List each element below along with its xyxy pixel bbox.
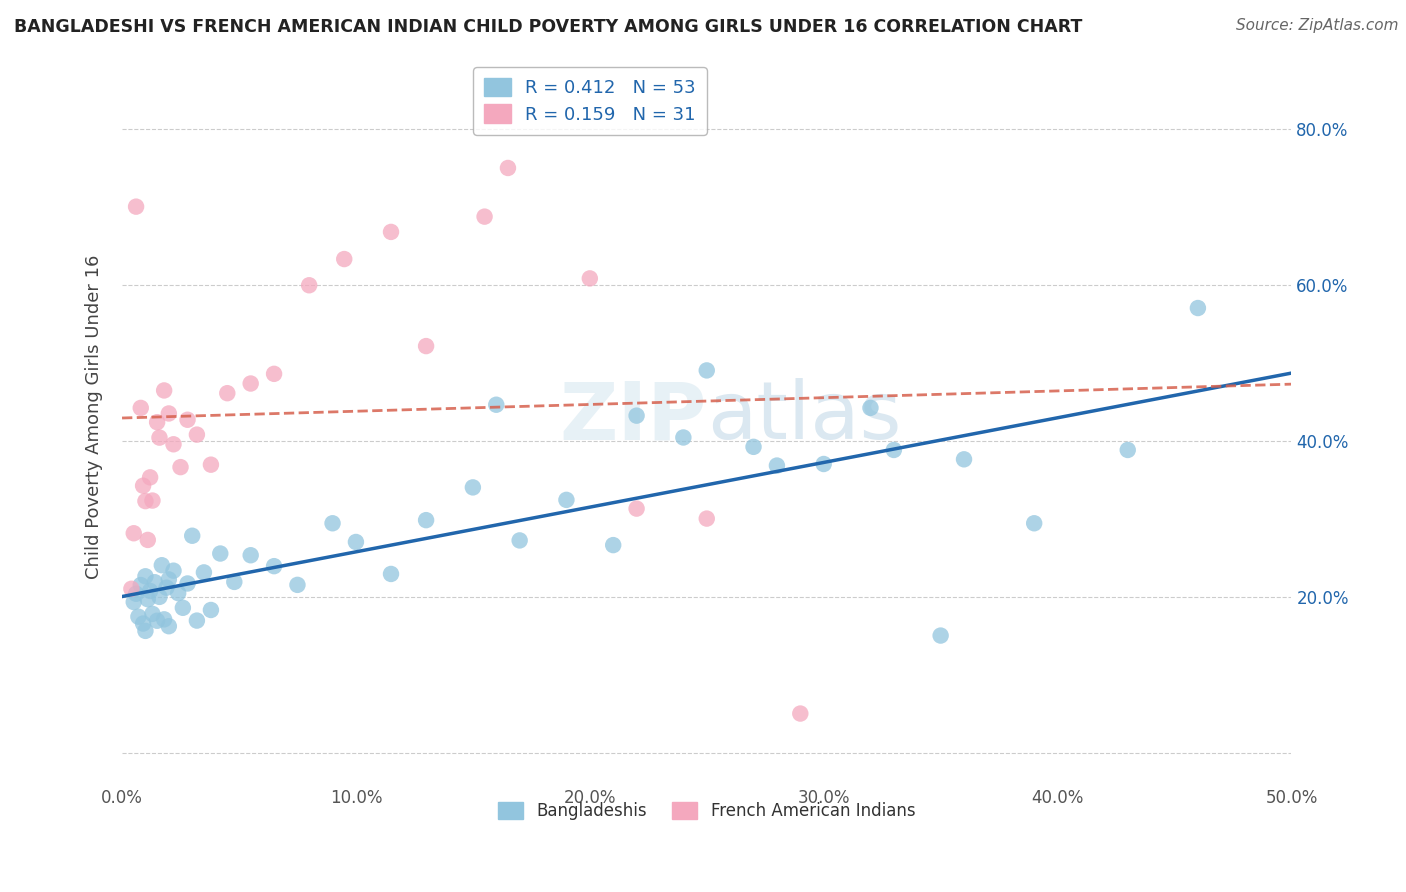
Point xyxy=(129,578,152,592)
Point xyxy=(143,575,166,590)
Point xyxy=(172,600,194,615)
Point xyxy=(380,225,402,239)
Point xyxy=(1024,516,1046,531)
Point xyxy=(859,401,882,415)
Point xyxy=(578,271,600,285)
Point xyxy=(134,494,156,508)
Point xyxy=(239,548,262,562)
Point xyxy=(141,493,163,508)
Point xyxy=(415,339,437,353)
Point xyxy=(789,706,811,721)
Point xyxy=(333,252,356,266)
Point xyxy=(209,547,232,561)
Point xyxy=(766,458,789,473)
Point xyxy=(696,511,718,525)
Point xyxy=(217,386,239,401)
Point xyxy=(509,533,531,548)
Point xyxy=(162,564,184,578)
Point xyxy=(162,437,184,451)
Point xyxy=(134,624,156,638)
Point xyxy=(186,614,208,628)
Point xyxy=(1116,442,1139,457)
Point xyxy=(141,607,163,621)
Point xyxy=(322,516,344,531)
Point xyxy=(193,566,215,580)
Point xyxy=(136,533,159,547)
Point xyxy=(602,538,624,552)
Point xyxy=(555,492,578,507)
Point xyxy=(139,470,162,484)
Point xyxy=(224,574,246,589)
Point xyxy=(263,367,285,381)
Point xyxy=(148,431,170,445)
Point xyxy=(461,480,484,494)
Text: ZIP: ZIP xyxy=(560,378,707,456)
Point xyxy=(127,609,149,624)
Text: BANGLADESHI VS FRENCH AMERICAN INDIAN CHILD POVERTY AMONG GIRLS UNDER 16 CORRELA: BANGLADESHI VS FRENCH AMERICAN INDIAN CH… xyxy=(14,18,1083,36)
Point xyxy=(120,582,142,596)
Point xyxy=(157,407,180,421)
Point xyxy=(132,479,155,493)
Point xyxy=(122,595,145,609)
Point xyxy=(415,513,437,527)
Point xyxy=(176,576,198,591)
Point xyxy=(150,558,173,573)
Point xyxy=(157,573,180,587)
Point xyxy=(129,401,152,415)
Point xyxy=(263,559,285,574)
Point xyxy=(672,430,695,444)
Point xyxy=(626,409,648,423)
Y-axis label: Child Poverty Among Girls Under 16: Child Poverty Among Girls Under 16 xyxy=(86,255,103,580)
Point xyxy=(125,587,148,601)
Point xyxy=(298,278,321,293)
Point xyxy=(200,458,222,472)
Point xyxy=(167,586,190,600)
Point xyxy=(155,581,177,595)
Point xyxy=(153,612,176,626)
Point xyxy=(169,460,191,475)
Point xyxy=(132,616,155,631)
Point xyxy=(696,363,718,377)
Point xyxy=(148,590,170,604)
Point xyxy=(496,161,519,175)
Point xyxy=(380,566,402,581)
Point xyxy=(1187,301,1209,315)
Point xyxy=(125,200,148,214)
Text: Source: ZipAtlas.com: Source: ZipAtlas.com xyxy=(1236,18,1399,33)
Point xyxy=(287,578,309,592)
Point xyxy=(134,569,156,583)
Point xyxy=(626,501,648,516)
Point xyxy=(344,535,367,549)
Point xyxy=(136,592,159,607)
Point xyxy=(157,619,180,633)
Point xyxy=(122,526,145,541)
Point xyxy=(929,629,952,643)
Text: atlas: atlas xyxy=(707,378,901,456)
Point xyxy=(474,210,496,224)
Point xyxy=(139,584,162,599)
Point xyxy=(239,376,262,391)
Point xyxy=(153,384,176,398)
Point xyxy=(200,603,222,617)
Point xyxy=(742,440,765,454)
Point xyxy=(176,413,198,427)
Point xyxy=(146,614,169,628)
Point xyxy=(485,398,508,412)
Point xyxy=(953,452,976,467)
Legend: Bangladeshis, French American Indians: Bangladeshis, French American Indians xyxy=(492,795,922,827)
Point xyxy=(883,442,905,457)
Point xyxy=(186,427,208,442)
Point xyxy=(146,415,169,429)
Point xyxy=(813,457,835,471)
Point xyxy=(181,529,204,543)
